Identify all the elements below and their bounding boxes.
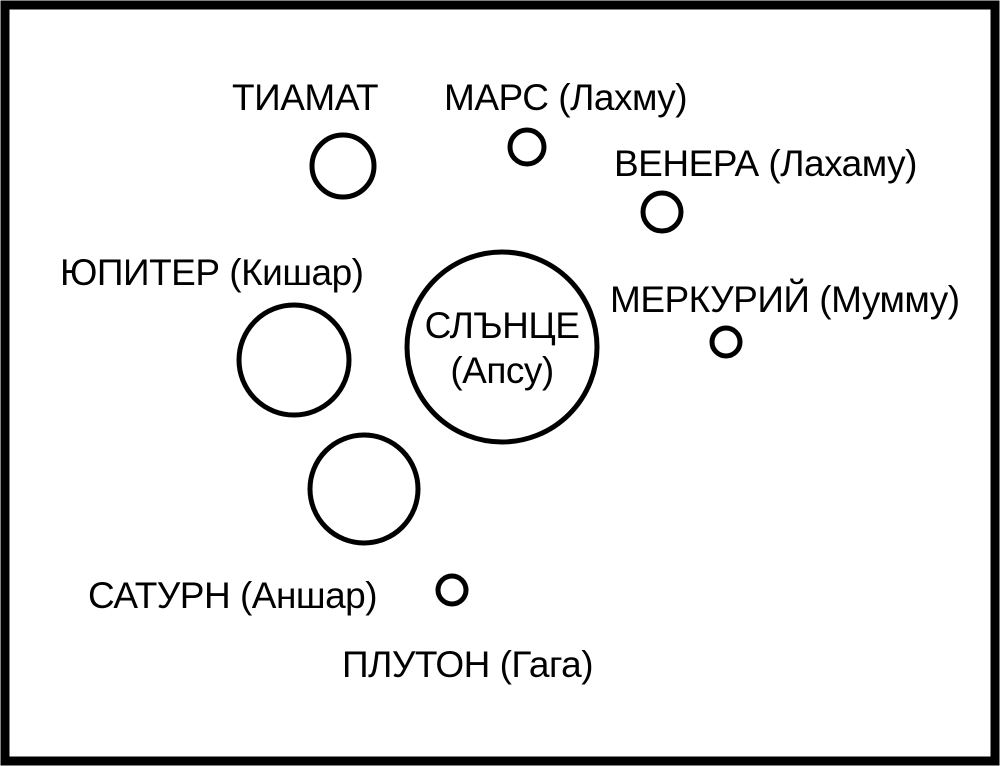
tiamat-label: ТИАМАТ (232, 77, 378, 118)
sun-label: СЛЪНЦЕ (425, 305, 580, 346)
tiamat-circle (309, 132, 377, 200)
saturn-circle (307, 432, 421, 546)
pluto-circle (435, 573, 469, 607)
mars-circle (507, 127, 547, 167)
sun-sublabel: (Апсу) (450, 350, 553, 391)
jupiter-label: ЮПИТЕР (Кишар) (60, 252, 364, 293)
mercury-label: МЕРКУРИЙ (Мумму) (610, 278, 960, 320)
sun-circle (404, 249, 600, 445)
pluto-label: ПЛУТОН (Гага) (342, 644, 593, 685)
mercury-circle (709, 325, 743, 359)
saturn-label: САТУРН (Аншар) (88, 575, 377, 616)
venus-label: ВЕНЕРА (Лахаму) (614, 143, 917, 184)
venus-circle (640, 190, 684, 234)
jupiter-circle (236, 302, 352, 418)
mars-label: МАРС (Лахму) (444, 77, 687, 118)
